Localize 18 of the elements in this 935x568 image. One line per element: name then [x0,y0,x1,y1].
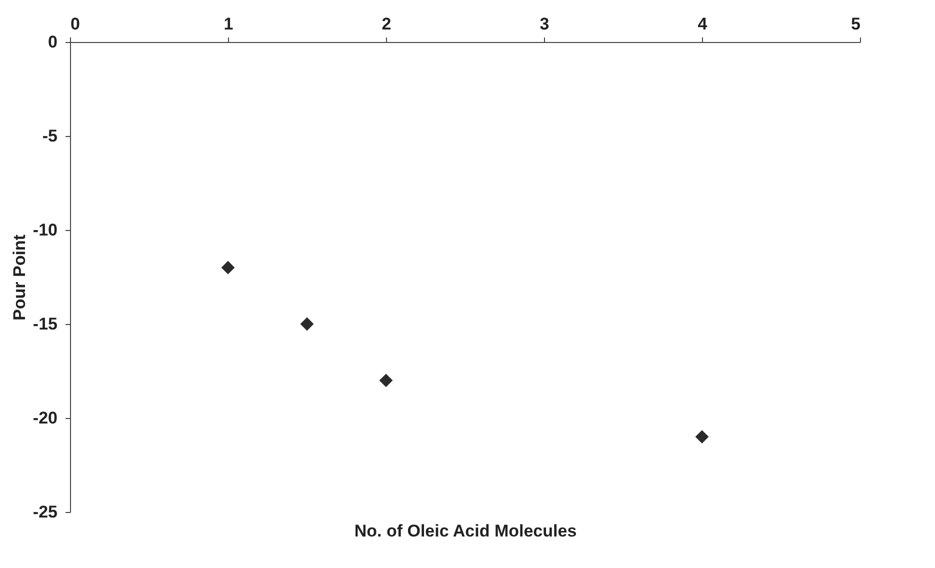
y-tick-label: -15 [32,314,58,334]
point [221,260,235,274]
point [695,430,709,444]
y-tick-label: -25 [32,502,58,522]
x-tick-label: 1 [224,14,234,34]
x-tick-label: 2 [382,14,392,34]
y-tick-label: 0 [48,32,58,52]
y-axis-title: Pour Point [10,234,29,320]
x-tick-label: 5 [851,14,860,34]
point [300,317,314,331]
x-tick-label: 3 [540,14,550,34]
x-tick-label: 0 [70,14,80,34]
x-tick-label: 4 [698,14,708,34]
y-tick-label: -20 [32,408,58,428]
x-axis-title: No. of Oleic Acid Molecules [354,522,577,540]
y-tick-label: -5 [42,126,58,146]
y-tick-label: -10 [32,220,58,240]
point [379,374,393,388]
